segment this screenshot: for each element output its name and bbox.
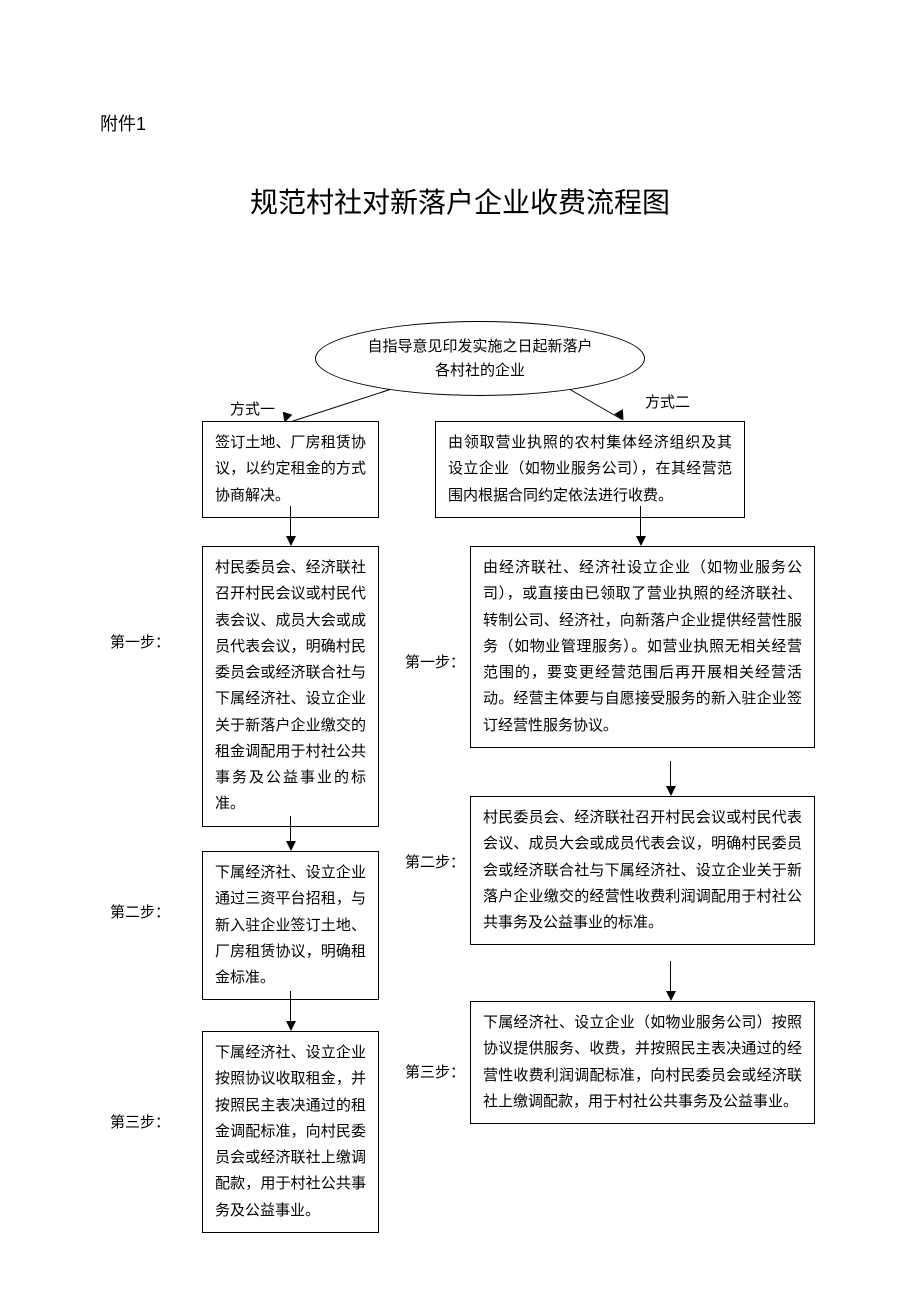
arrow-head-l2	[286, 841, 296, 851]
right-step3-box: 下属经济社、设立企业（如物业服务公司）按照协议提供服务、收费，并按照民主表决通过…	[470, 1001, 815, 1124]
left-step3-box: 下属经济社、设立企业按照协议收取租金，并按照民主表决通过的租金调配标准，向村民委…	[202, 1031, 379, 1233]
step2-label-left: 第二步：	[110, 901, 170, 922]
right-intro-box: 由领取营业执照的农村集体经济组织及其设立企业（如物业服务公司），在其经营范围内根…	[435, 421, 745, 518]
left-intro-box: 签订土地、厂房租赁协议，以约定租金的方式协商解决。	[202, 421, 379, 518]
arrow-head-l3	[286, 1021, 296, 1031]
method2-label: 方式二	[645, 391, 690, 412]
right-step2-box: 村民委员会、经济联社召开村民会议或村民代表会议、成员大会或成员代表会议，明确村民…	[470, 796, 815, 945]
arrow-r3	[670, 961, 671, 991]
arrow-head-r2	[666, 786, 676, 796]
start-line1: 自指导意见印发实施之日起新落户	[367, 335, 592, 359]
step3-label-left: 第三步：	[110, 1111, 170, 1132]
left-step2-box: 下属经济社、设立企业通过三资平台招租，与新入驻企业签订土地、厂房租赁协议，明确租…	[202, 851, 379, 1000]
start-node: 自指导意见印发实施之日起新落户 各村社的企业	[315, 321, 645, 396]
step3-label-right: 第三步：	[405, 1061, 465, 1082]
arrow-r2	[670, 761, 671, 786]
arrow-head-l1	[286, 536, 296, 546]
step2-label-right: 第二步：	[405, 851, 465, 872]
arrow-r1	[640, 506, 641, 536]
method1-label: 方式一	[230, 398, 275, 419]
step1-label-right: 第一步：	[405, 651, 465, 672]
arrow-l2	[290, 816, 291, 841]
attachment-label: 附件1	[100, 110, 820, 136]
arrow-l1	[290, 506, 291, 536]
step1-label-left: 第一步：	[110, 631, 170, 652]
arrow-head-r1	[636, 536, 646, 546]
start-line2: 各村社的企业	[435, 359, 525, 383]
arrow-l3	[290, 991, 291, 1021]
split-line-left	[285, 389, 390, 424]
right-step1-box: 由经济联社、经济社设立企业（如物业服务公司），或直接由已领取了营业执照的经济联社…	[470, 546, 815, 748]
flowchart: 自指导意见印发实施之日起新落户 各村社的企业 方式一 方式二 签订土地、厂房租赁…	[100, 321, 820, 1231]
page-title: 规范村社对新落户企业收费流程图	[100, 181, 820, 221]
left-step1-box: 村民委员会、经济联社召开村民会议或村民代表会议、成员大会或成员代表会议，明确村民…	[202, 546, 379, 827]
arrow-head-r3	[666, 991, 676, 1001]
